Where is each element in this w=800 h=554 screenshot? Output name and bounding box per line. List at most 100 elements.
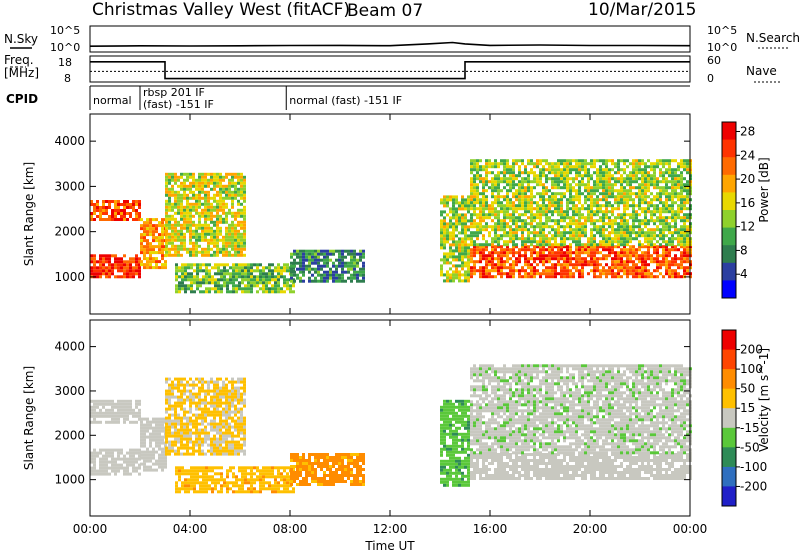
heatmap-cell [190, 290, 193, 294]
heatmap-cell [90, 260, 93, 264]
heatmap-cell [674, 245, 677, 249]
heatmap-cell [566, 198, 569, 202]
heatmap-cell [557, 210, 560, 214]
heatmap-cell [210, 380, 213, 384]
heatmap-cell [138, 257, 141, 261]
heatmap-cell [155, 420, 158, 424]
heatmap-cell [225, 386, 228, 390]
heatmap-cell [293, 270, 296, 274]
heatmap-cell [286, 284, 289, 288]
heatmap-cell [614, 198, 617, 202]
heatmap-cell [216, 410, 219, 414]
heatmap-cell [99, 420, 102, 424]
heatmap-cell [626, 257, 629, 261]
heatmap-cell [488, 231, 491, 235]
heatmap-cell [677, 204, 680, 208]
heatmap-cell [560, 159, 563, 163]
heatmap-cell [452, 240, 455, 244]
heatmap-cell [219, 392, 222, 396]
heatmap-cell [608, 174, 611, 178]
heatmap-cell [602, 254, 605, 258]
heatmap-cell [614, 189, 617, 193]
heatmap-cell [198, 422, 201, 426]
heatmap-cell [180, 383, 183, 387]
heatmap-cell [647, 234, 650, 238]
heatmap-cell [452, 231, 455, 235]
heatmap-cell [243, 214, 246, 218]
heatmap-cell [482, 216, 485, 220]
heatmap-cell [617, 216, 620, 220]
heatmap-cell [611, 275, 614, 279]
heatmap-cell [644, 183, 647, 187]
heatmap-cell [617, 159, 620, 163]
heatmap-cell [195, 401, 198, 405]
heatmap-cell [177, 178, 180, 182]
heatmap-cell [557, 201, 560, 205]
heatmap-cell [177, 199, 180, 203]
heatmap-cell [240, 202, 243, 206]
heatmap-cell [608, 225, 611, 229]
heatmap-cell [674, 275, 677, 279]
heatmap-cell [623, 248, 626, 252]
heatmap-cell [461, 279, 464, 283]
heatmap-cell [158, 233, 161, 237]
heatmap-cell [584, 201, 587, 205]
heatmap-cell [268, 290, 271, 294]
heatmap-cell [174, 244, 177, 248]
heatmap-cell [524, 201, 527, 205]
heatmap-cell [344, 279, 347, 283]
heatmap-cell [155, 426, 158, 430]
heatmap-cell [117, 275, 120, 279]
heatmap-cell [677, 165, 680, 169]
heatmap-cell [518, 216, 521, 220]
heatmap-cell [560, 204, 563, 208]
heatmap-cell [671, 257, 674, 261]
heatmap-cell [560, 198, 563, 202]
heatmap-cell [210, 410, 213, 414]
heatmap-cell [317, 264, 320, 268]
freq-label: Freq. [4, 53, 34, 67]
heatmap-cell [641, 219, 644, 223]
heatmap-cell [647, 243, 650, 247]
heatmap-cell [350, 276, 353, 280]
heatmap-cell [575, 234, 578, 238]
heatmap-cell [569, 219, 572, 223]
heatmap-cell [240, 238, 243, 242]
heatmap-cell [671, 207, 674, 211]
heatmap-cell [527, 275, 530, 279]
heatmap-cell [152, 462, 155, 466]
heatmap-cell [605, 228, 608, 232]
heatmap-cell [530, 168, 533, 172]
heatmap-cell [536, 201, 539, 205]
heatmap-cell [243, 187, 246, 191]
heatmap-cell [578, 162, 581, 166]
heatmap-cell [158, 417, 161, 421]
heatmap-cell [545, 219, 548, 223]
heatmap-cell [593, 225, 596, 229]
heatmap-cell [584, 165, 587, 169]
heatmap-cell [515, 251, 518, 255]
heatmap-cell [234, 247, 237, 251]
heatmap-cell [680, 251, 683, 255]
heatmap-cell [146, 450, 149, 454]
heatmap-cell [509, 219, 512, 223]
heatmap-cell [186, 416, 189, 420]
heatmap-cell [539, 195, 542, 199]
heatmap-cell [683, 204, 686, 208]
heatmap-cell [205, 278, 208, 282]
heatmap-cell [518, 269, 521, 273]
heatmap-cell [644, 269, 647, 273]
heatmap-cell [623, 159, 626, 163]
heatmap-cell [590, 222, 593, 226]
heatmap-cell [226, 269, 229, 273]
heatmap-cell [143, 462, 146, 466]
heatmap-cell [536, 263, 539, 267]
heatmap-cell [497, 234, 500, 238]
heatmap-cell [479, 168, 482, 172]
heatmap-cell [464, 261, 467, 265]
heatmap-cell [503, 254, 506, 258]
heatmap-cell [186, 247, 189, 251]
heatmap-cell [323, 261, 326, 265]
heatmap-cell [102, 209, 105, 212]
heatmap-cell [117, 263, 120, 267]
